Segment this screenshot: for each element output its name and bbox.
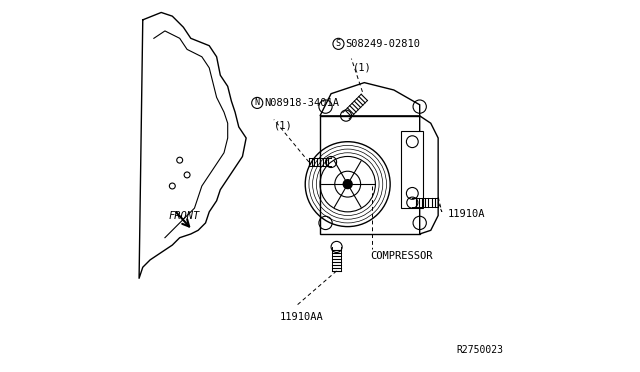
Text: FRONT: FRONT	[168, 211, 200, 221]
Text: 11910A: 11910A	[447, 209, 485, 219]
Text: R2750023: R2750023	[456, 345, 504, 355]
Text: (1): (1)	[353, 63, 372, 73]
Polygon shape	[401, 131, 424, 208]
Text: (1): (1)	[274, 120, 292, 130]
Polygon shape	[320, 83, 420, 116]
Polygon shape	[420, 116, 438, 234]
Text: 11910AA: 11910AA	[280, 312, 323, 322]
Text: S: S	[335, 39, 340, 48]
Text: S08249-02810: S08249-02810	[345, 39, 420, 49]
FancyBboxPatch shape	[320, 116, 420, 234]
Circle shape	[343, 180, 352, 189]
Text: N08918-3401A: N08918-3401A	[264, 98, 339, 108]
Text: N: N	[254, 99, 259, 108]
Text: COMPRESSOR: COMPRESSOR	[370, 251, 433, 261]
